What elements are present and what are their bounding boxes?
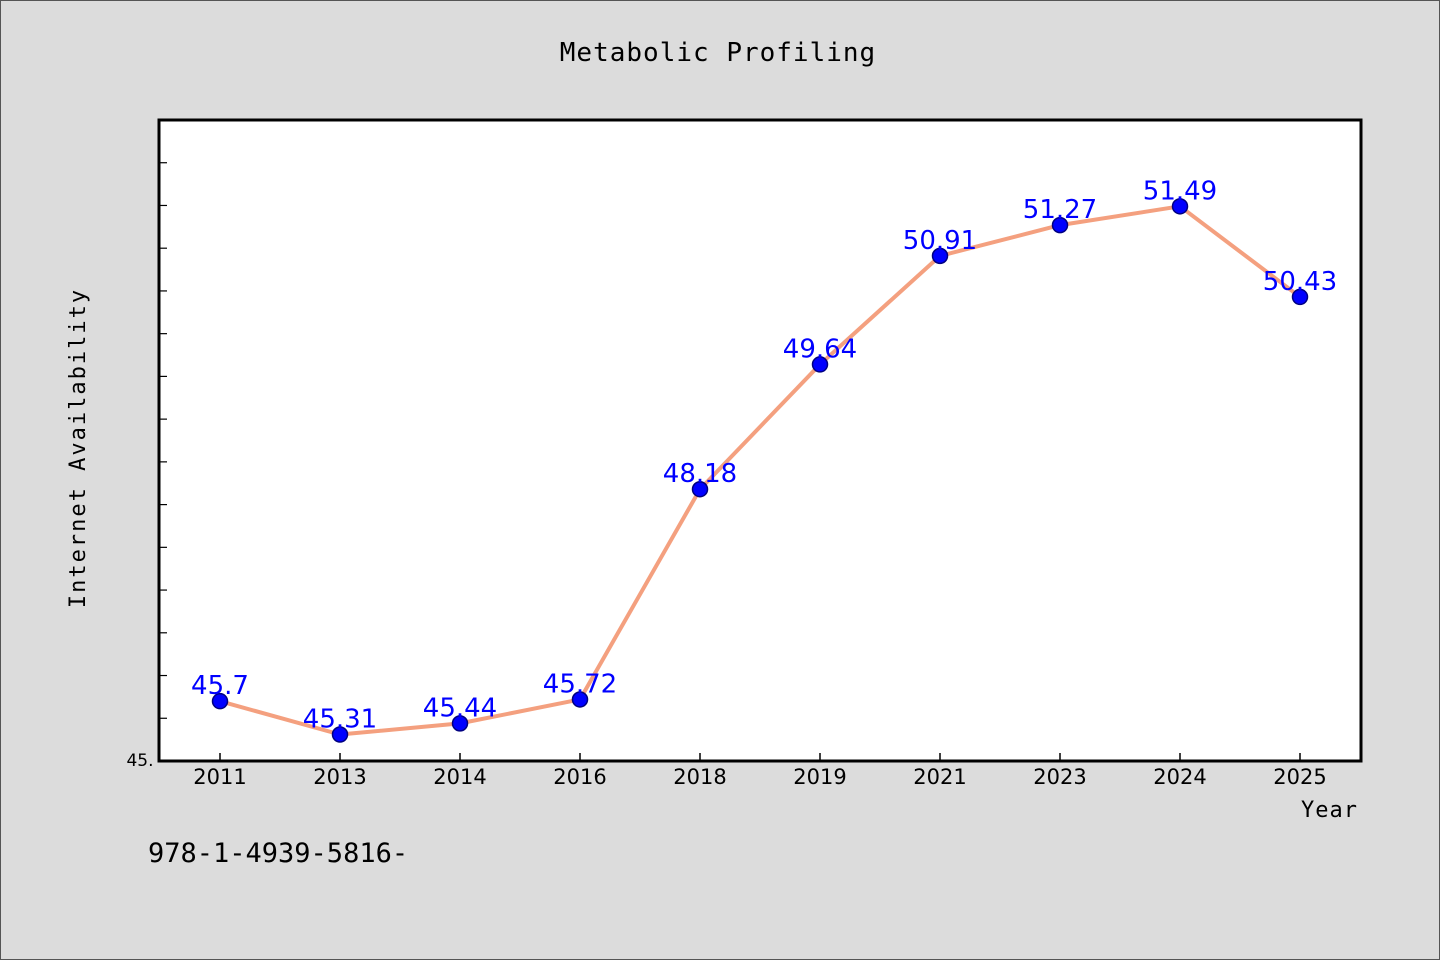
data-point (1051, 216, 1069, 234)
data-label: 51.27 (1023, 195, 1097, 225)
data-point (331, 726, 349, 743)
x-tick-label: 2013 (313, 765, 366, 789)
data-point (691, 480, 709, 498)
data-label: 45.44 (423, 693, 497, 723)
data-point (1291, 288, 1309, 306)
footer-text: 978-1-4939-5816- (148, 838, 408, 869)
data-label: 50.91 (903, 226, 977, 256)
x-axis-label: Year (1301, 798, 1358, 823)
chart-title: Metabolic Profiling (560, 38, 876, 68)
data-label: 49.64 (783, 334, 857, 364)
x-tick-label: 2016 (553, 765, 606, 789)
x-tick-label: 2011 (193, 765, 246, 789)
data-label: 45.7 (191, 671, 249, 701)
data-point (1171, 198, 1189, 215)
data-point (811, 356, 829, 373)
data-point (571, 691, 589, 708)
x-tick-label: 2014 (433, 765, 486, 789)
x-tick-label: 2021 (913, 765, 966, 789)
x-tick-label: 2018 (673, 765, 726, 789)
data-label: 51.49 (1143, 176, 1217, 206)
data-point (211, 692, 229, 710)
x-axis-tick-labels: 2011 2013 2014 2016 2018 2019 2021 2023 2024 2025 (193, 765, 1326, 789)
data-point (931, 247, 949, 265)
data-labels: 45.7 45.31 45.44 45.72 48.18 49.64 50.91 51.27 5… (191, 176, 1337, 734)
x-tick-label: 2024 (1153, 765, 1206, 789)
series-markers (211, 198, 1309, 743)
y-axis-label: Internet Availability (66, 288, 91, 608)
x-tick-label: 2025 (1273, 765, 1326, 789)
data-label: 48.18 (663, 459, 737, 489)
data-label: 45.31 (303, 705, 377, 735)
y-axis-ticks (159, 119, 167, 762)
x-tick-label: 2019 (793, 765, 846, 789)
x-axis-ticks (219, 753, 1301, 761)
data-point (451, 715, 469, 732)
x-tick-label: 2023 (1033, 765, 1086, 789)
data-label: 45.72 (543, 669, 617, 699)
data-label: 50.43 (1263, 267, 1337, 297)
y-tick-label: 45. (126, 751, 153, 771)
series-line (219, 204, 1302, 737)
plot-area (157, 118, 1363, 763)
